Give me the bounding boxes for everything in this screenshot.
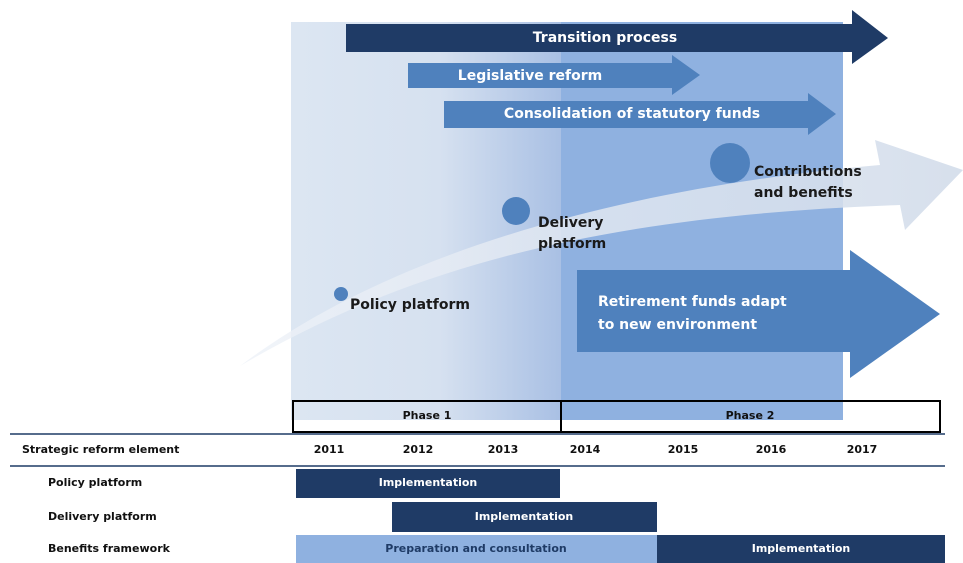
bar xyxy=(392,502,657,532)
arrow-label: Consolidation of statutory funds xyxy=(504,106,760,122)
stage-dot xyxy=(710,143,750,183)
phase-label: Phase 2 xyxy=(726,409,775,422)
year-label: 2012 xyxy=(403,443,434,456)
bar xyxy=(296,535,657,563)
phase-label: Phase 1 xyxy=(403,409,452,422)
curved-arrow xyxy=(240,140,963,366)
arrow-consolidation xyxy=(444,93,836,135)
bar-label: Preparation and consultation xyxy=(385,542,566,555)
bar xyxy=(657,535,945,563)
bar-label: Implementation xyxy=(475,510,574,523)
stage-dot xyxy=(502,197,530,225)
year-label: 2015 xyxy=(668,443,699,456)
bar-label: Implementation xyxy=(752,542,851,555)
arrow-label: Legislative reform xyxy=(458,68,602,84)
phase-box xyxy=(560,400,941,433)
stage-label: Policy platform xyxy=(350,297,470,313)
stage-dot xyxy=(334,287,348,301)
year-label: 2014 xyxy=(570,443,601,456)
year-label: 2013 xyxy=(488,443,519,456)
arrow-transition xyxy=(346,10,888,64)
outcome-arrow xyxy=(577,250,940,378)
outcome-label: Retirement funds adapt to new environment xyxy=(598,294,787,333)
row-label: Benefits framework xyxy=(48,542,171,555)
row-label: Delivery platform xyxy=(48,510,157,523)
year-label: 2011 xyxy=(314,443,345,456)
year-label: 2017 xyxy=(847,443,878,456)
stage-label: Contributions and benefits xyxy=(754,164,862,201)
year-label: 2016 xyxy=(756,443,787,456)
stage-label: Delivery platform xyxy=(538,215,606,252)
bar-label: Implementation xyxy=(379,476,478,489)
arrow-legislative xyxy=(408,55,700,95)
row-label: Policy platform xyxy=(48,476,142,489)
bar xyxy=(296,469,560,498)
arrow-label: Transition process xyxy=(533,30,677,46)
table-header: Strategic reform element xyxy=(22,443,179,456)
